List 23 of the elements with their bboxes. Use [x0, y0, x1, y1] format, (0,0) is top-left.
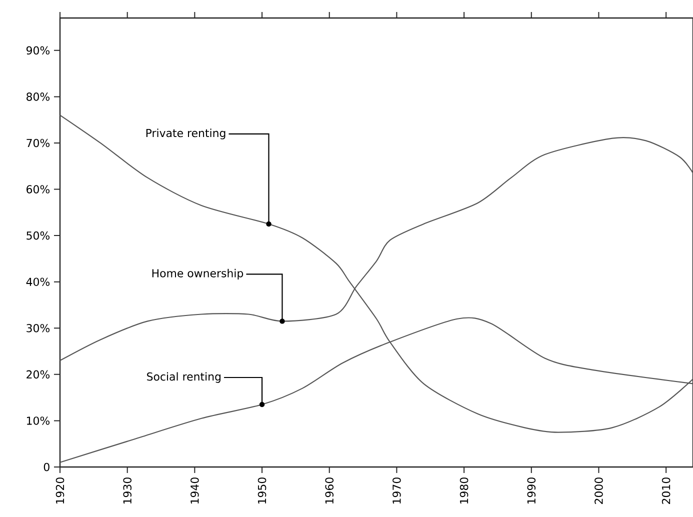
annotation: Private renting [146, 128, 226, 140]
annotation: Social renting [147, 372, 220, 383]
x-tick-label: 1920 [56, 478, 64, 504]
x-tick-label: 1960 [325, 478, 334, 504]
y-tick-label: 10% [26, 416, 50, 425]
x-tick-label: 1940 [190, 478, 199, 504]
x-tick-label: 2000 [594, 478, 603, 504]
x-tick-label: 1950 [258, 478, 266, 504]
x-tick-label: 1930 [123, 478, 132, 504]
x-tick-label: 2010 [662, 478, 670, 504]
y-tick-label: 20% [26, 370, 50, 379]
y-tick-label: 50% [26, 231, 50, 240]
y-tick-label: 60% [26, 185, 50, 194]
y-tick-label: 0 [44, 462, 50, 472]
y-tick-label: 30% [26, 324, 50, 332]
annotation: Home ownership [152, 268, 244, 280]
y-tick-label: 70% [26, 138, 50, 148]
y-tick-label: 40% [26, 278, 50, 286]
x-tick-label: 1980 [460, 478, 468, 504]
y-tick-label: 90% [26, 46, 50, 55]
y-tick-label: 80% [26, 92, 50, 101]
x-tick-label: 1990 [527, 478, 536, 504]
x-tick-label: 1970 [392, 478, 401, 504]
